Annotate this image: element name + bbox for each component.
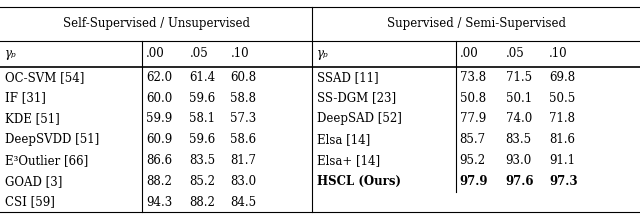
Text: 85.2: 85.2 [189,175,216,188]
Text: γₚ: γₚ [317,47,328,60]
Text: 93.0: 93.0 [506,154,532,167]
Text: .00: .00 [460,47,478,60]
Text: γₚ: γₚ [5,47,17,60]
Text: 50.5: 50.5 [549,92,575,104]
Text: 83.5: 83.5 [189,154,216,167]
Text: Elsa+ [14]: Elsa+ [14] [317,154,380,167]
Text: 91.1: 91.1 [549,154,575,167]
Text: Self-Supervised / Unsupervised: Self-Supervised / Unsupervised [63,17,250,30]
Text: 97.3: 97.3 [549,175,578,188]
Text: 50.8: 50.8 [460,92,486,104]
Text: GOAD [3]: GOAD [3] [5,175,63,188]
Text: 81.7: 81.7 [230,154,257,167]
Text: DeepSVDD [51]: DeepSVDD [51] [5,133,99,146]
Text: 57.3: 57.3 [230,112,257,125]
Text: 77.9: 77.9 [460,112,486,125]
Text: IF [31]: IF [31] [5,92,46,104]
Text: 60.0: 60.0 [146,92,172,104]
Text: 60.9: 60.9 [146,133,172,146]
Text: .10: .10 [230,47,249,60]
Text: 59.9: 59.9 [146,112,172,125]
Text: 74.0: 74.0 [506,112,532,125]
Text: E³Outlier [66]: E³Outlier [66] [5,154,88,167]
Text: 88.2: 88.2 [146,175,172,188]
Text: 62.0: 62.0 [146,71,172,84]
Text: 61.4: 61.4 [189,71,216,84]
Text: 60.8: 60.8 [230,71,257,84]
Text: Supervised / Semi-Supervised: Supervised / Semi-Supervised [387,17,566,30]
Text: 50.1: 50.1 [506,92,532,104]
Text: 88.2: 88.2 [189,196,215,208]
Text: 94.3: 94.3 [146,196,172,208]
Text: 69.8: 69.8 [549,71,575,84]
Text: .00: .00 [146,47,164,60]
Text: 59.6: 59.6 [189,133,216,146]
Text: OC-SVM [54]: OC-SVM [54] [5,71,84,84]
Text: CSI [59]: CSI [59] [5,196,55,208]
Text: 97.9: 97.9 [460,175,488,188]
Text: 85.7: 85.7 [460,133,486,146]
Text: 58.1: 58.1 [189,112,216,125]
Text: HSCL (Ours): HSCL (Ours) [317,175,401,188]
Text: 81.6: 81.6 [549,133,575,146]
Text: SSAD [11]: SSAD [11] [317,71,378,84]
Text: 84.5: 84.5 [230,196,257,208]
Text: Elsa [14]: Elsa [14] [317,133,370,146]
Text: 86.6: 86.6 [146,154,172,167]
Text: 73.8: 73.8 [460,71,486,84]
Text: .05: .05 [506,47,524,60]
Text: 95.2: 95.2 [460,154,486,167]
Text: 71.8: 71.8 [549,112,575,125]
Text: 83.0: 83.0 [230,175,257,188]
Text: 83.5: 83.5 [506,133,532,146]
Text: .05: .05 [189,47,208,60]
Text: 59.6: 59.6 [189,92,216,104]
Text: KDE [51]: KDE [51] [5,112,60,125]
Text: 58.8: 58.8 [230,92,257,104]
Text: 58.6: 58.6 [230,133,257,146]
Text: DeepSAD [52]: DeepSAD [52] [317,112,402,125]
Text: .10: .10 [549,47,568,60]
Text: 71.5: 71.5 [506,71,532,84]
Text: SS-DGM [23]: SS-DGM [23] [317,92,396,104]
Text: 97.6: 97.6 [506,175,534,188]
